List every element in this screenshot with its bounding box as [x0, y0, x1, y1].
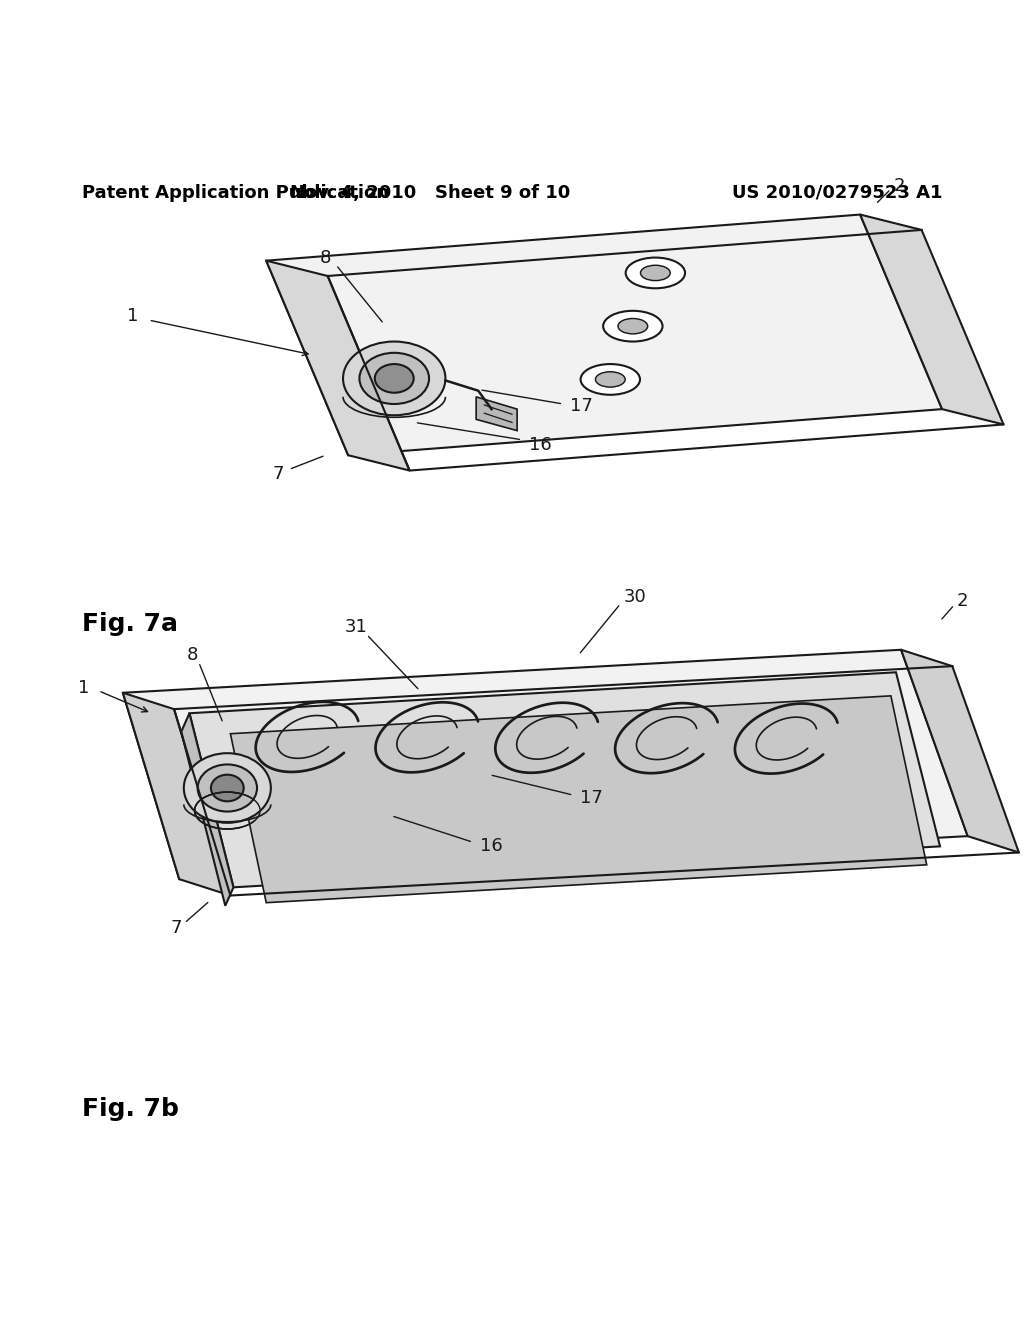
Ellipse shape: [375, 364, 414, 393]
Ellipse shape: [581, 364, 640, 395]
Polygon shape: [860, 215, 1004, 425]
Text: 16: 16: [529, 436, 552, 454]
Text: 17: 17: [570, 397, 593, 414]
Text: 2: 2: [956, 591, 969, 610]
Ellipse shape: [596, 372, 625, 387]
Text: 7: 7: [170, 919, 182, 937]
Text: US 2010/0279523 A1: US 2010/0279523 A1: [731, 183, 942, 202]
Ellipse shape: [626, 257, 685, 288]
Text: 30: 30: [624, 587, 646, 606]
Polygon shape: [266, 215, 942, 455]
Ellipse shape: [618, 318, 647, 334]
Ellipse shape: [641, 265, 670, 281]
Text: Nov. 4, 2010   Sheet 9 of 10: Nov. 4, 2010 Sheet 9 of 10: [290, 183, 570, 202]
Text: 8: 8: [319, 248, 332, 267]
Text: 31: 31: [345, 618, 368, 636]
Text: Fig. 7a: Fig. 7a: [82, 612, 178, 636]
Ellipse shape: [343, 342, 445, 416]
Ellipse shape: [211, 775, 244, 801]
Text: Fig. 7b: Fig. 7b: [82, 1097, 179, 1121]
Text: 2: 2: [893, 177, 905, 195]
Polygon shape: [123, 649, 968, 879]
Text: 16: 16: [480, 837, 503, 855]
Polygon shape: [901, 649, 1019, 853]
Text: 1: 1: [127, 308, 139, 325]
Ellipse shape: [184, 754, 270, 822]
Polygon shape: [476, 397, 517, 430]
Ellipse shape: [198, 764, 257, 812]
Text: 7: 7: [272, 465, 285, 483]
Ellipse shape: [359, 352, 429, 404]
Text: 17: 17: [581, 789, 603, 808]
Polygon shape: [266, 260, 410, 470]
Polygon shape: [181, 713, 233, 906]
Polygon shape: [123, 693, 230, 895]
Text: 1: 1: [78, 678, 90, 697]
Text: Patent Application Publication: Patent Application Publication: [82, 183, 389, 202]
Ellipse shape: [603, 310, 663, 342]
Polygon shape: [189, 672, 940, 887]
Text: 8: 8: [186, 645, 199, 664]
Polygon shape: [230, 696, 927, 903]
